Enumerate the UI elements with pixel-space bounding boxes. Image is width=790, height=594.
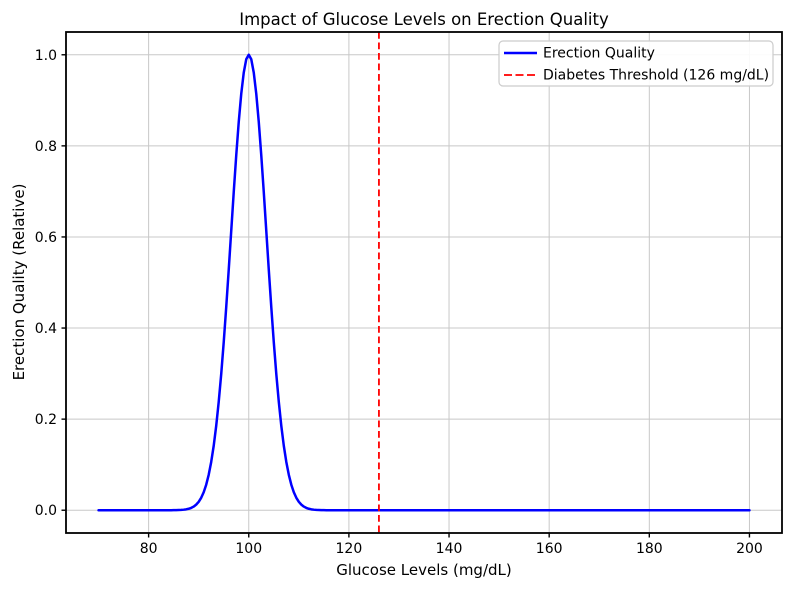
y-tick-label: 0.2 [35,412,57,428]
y-tick-label: 0.0 [35,503,57,519]
y-tick-label: 0.4 [35,321,57,337]
x-tick-label: 120 [336,541,363,557]
plot-frame [65,31,783,534]
y-tick-label: 0.6 [35,230,57,246]
erection-quality-curve [97,53,751,512]
legend-item-erection-quality: Erection Quality [504,46,655,62]
x-tick-label: 200 [736,541,763,557]
x-tick-label: 180 [636,541,663,557]
x-tick-label: 140 [436,541,463,557]
y-tick-label: 0.8 [35,139,57,155]
legend-label: Erection Quality [543,46,655,62]
legend: Erection Quality Diabetes Threshold (126… [498,40,774,87]
legend-label: Diabetes Threshold (126 mg/dL) [543,68,769,84]
y-tick-label: 1.0 [35,48,57,64]
legend-item-diabetes-threshold: Diabetes Threshold (126 mg/dL) [504,68,769,84]
x-tick-label: 100 [235,541,262,557]
x-tick-label: 80 [140,541,158,557]
y-axis-label: Erection Quality (Relative) [10,184,28,381]
y-axis-ticks: 0.0 0.2 0.4 0.6 0.8 1.0 [35,48,66,519]
x-axis-ticks: 80 100 120 140 160 180 200 [140,533,763,557]
chart-title: Impact of Glucose Levels on Erection Qua… [239,10,609,29]
plot-area [66,32,782,533]
x-tick-label: 160 [536,541,563,557]
x-axis-label: Glucose Levels (mg/dL) [336,561,511,579]
legend-box [498,40,774,87]
